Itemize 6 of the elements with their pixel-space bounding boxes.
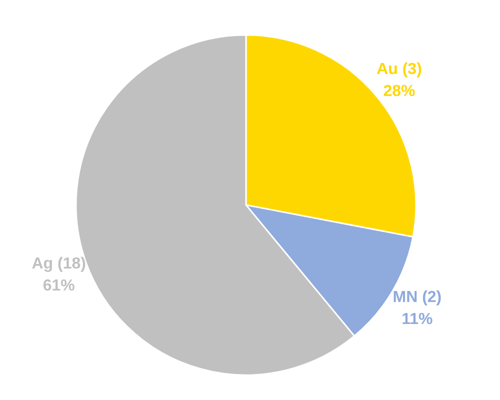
data-label: 11% — [402, 311, 433, 328]
slice-label: Au (3) — [376, 61, 422, 78]
slice-label: Ag (18) — [32, 255, 86, 272]
slice-label: MN (2) — [392, 289, 442, 306]
data-label: 28% — [383, 83, 416, 100]
data-label: 61% — [42, 277, 75, 294]
